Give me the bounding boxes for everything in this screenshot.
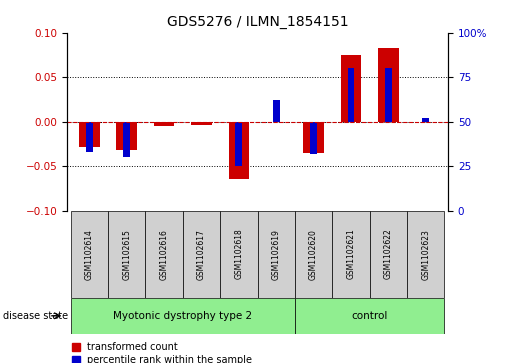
- Bar: [235, 122, 242, 166]
- Bar: [229, 122, 249, 179]
- Bar: [378, 48, 399, 122]
- Bar: [332, 211, 370, 298]
- Text: GSM1102615: GSM1102615: [122, 229, 131, 280]
- Bar: [303, 122, 324, 153]
- Bar: [154, 122, 175, 126]
- Bar: [407, 211, 444, 298]
- Bar: [258, 211, 295, 298]
- Bar: [71, 211, 108, 298]
- Bar: [86, 122, 93, 152]
- Text: GSM1102619: GSM1102619: [272, 229, 281, 280]
- Bar: [79, 122, 99, 147]
- Bar: [145, 211, 183, 298]
- Text: GSM1102616: GSM1102616: [160, 229, 168, 280]
- Bar: [295, 298, 444, 334]
- Bar: [340, 55, 361, 122]
- Bar: [370, 211, 407, 298]
- Text: GSM1102621: GSM1102621: [347, 229, 355, 280]
- Text: disease state: disease state: [3, 311, 67, 321]
- Text: GSM1102623: GSM1102623: [421, 229, 430, 280]
- Legend: transformed count, percentile rank within the sample: transformed count, percentile rank withi…: [72, 342, 252, 363]
- Bar: [220, 211, 258, 298]
- Bar: [273, 100, 280, 122]
- Text: GSM1102620: GSM1102620: [309, 229, 318, 280]
- Bar: [385, 68, 391, 122]
- Text: GSM1102622: GSM1102622: [384, 229, 393, 280]
- Bar: [71, 298, 295, 334]
- Title: GDS5276 / ILMN_1854151: GDS5276 / ILMN_1854151: [167, 15, 348, 29]
- Text: control: control: [351, 311, 388, 321]
- Text: GSM1102618: GSM1102618: [234, 229, 243, 280]
- Bar: [124, 122, 130, 157]
- Bar: [183, 211, 220, 298]
- Bar: [310, 122, 317, 154]
- Text: GSM1102614: GSM1102614: [85, 229, 94, 280]
- Bar: [191, 122, 212, 125]
- Text: GSM1102617: GSM1102617: [197, 229, 206, 280]
- Text: Myotonic dystrophy type 2: Myotonic dystrophy type 2: [113, 311, 252, 321]
- Bar: [422, 118, 429, 122]
- Bar: [108, 211, 145, 298]
- Bar: [116, 122, 137, 150]
- Bar: [348, 68, 354, 122]
- Bar: [295, 211, 332, 298]
